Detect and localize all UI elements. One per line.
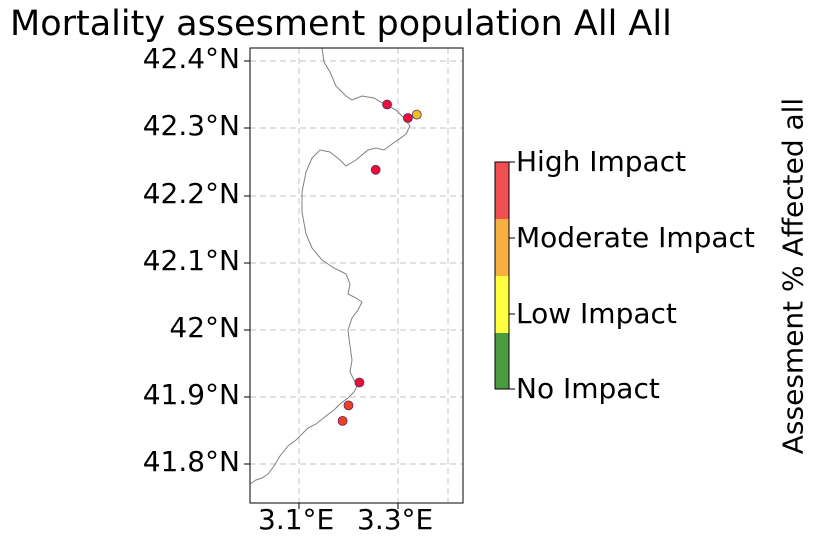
map-title: Mortality assesment population All All xyxy=(10,4,672,44)
y-tick-label: 42.3°N xyxy=(142,109,240,142)
y-tick-label: 41.9°N xyxy=(142,378,240,411)
colorbar-outline xyxy=(494,161,510,390)
colorbar-none xyxy=(495,333,509,389)
site-markers xyxy=(337,99,422,426)
y-tick-label: 42°N xyxy=(169,311,240,344)
colorbar-label-none: No Impact xyxy=(516,372,660,405)
site-marker xyxy=(337,415,348,426)
colorbar-label-low: Low Impact xyxy=(516,297,677,330)
y-tick-label: 42.2°N xyxy=(142,177,240,210)
colorbar-low xyxy=(495,276,509,333)
colorbar-label-high: High Impact xyxy=(516,145,687,178)
site-marker xyxy=(354,377,365,388)
colorbar xyxy=(494,161,515,390)
map-frame xyxy=(249,47,464,504)
site-marker xyxy=(411,109,422,120)
colorbar-label-moderate: Moderate Impact xyxy=(516,221,755,254)
site-marker xyxy=(370,164,381,175)
map-grid xyxy=(250,48,463,503)
colorbar-title: Assesment % Affected all xyxy=(776,97,810,455)
y-tick-label: 41.8°N xyxy=(142,445,240,478)
x-tick-label: 3.3°E xyxy=(357,503,434,536)
x-tick-label: 3.1°E xyxy=(258,503,335,536)
y-tick-label: 42.1°N xyxy=(142,244,240,277)
y-tick-label: 42.4°N xyxy=(142,42,240,75)
colorbar-moderate xyxy=(495,219,509,276)
site-marker xyxy=(402,113,413,123)
site-marker xyxy=(343,400,354,411)
axis-ticks xyxy=(244,60,399,509)
colorbar-high xyxy=(495,162,509,219)
coastline xyxy=(249,47,411,485)
site-marker xyxy=(382,99,393,110)
